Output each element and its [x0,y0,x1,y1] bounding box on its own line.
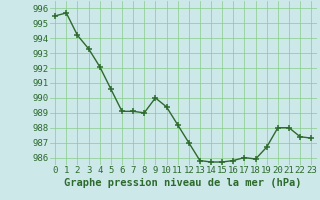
X-axis label: Graphe pression niveau de la mer (hPa): Graphe pression niveau de la mer (hPa) [64,178,302,188]
